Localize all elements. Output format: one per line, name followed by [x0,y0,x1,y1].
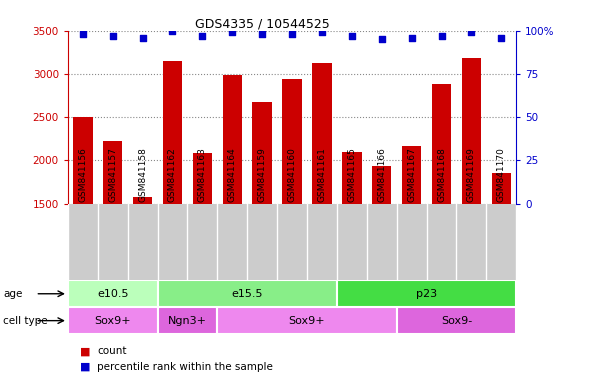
Text: GDS4335 / 10544525: GDS4335 / 10544525 [195,17,330,30]
Bar [158,307,217,334]
Point [347,33,356,39]
Bar [103,141,122,333]
Point [198,33,207,39]
Point [437,33,446,39]
Bar [283,79,301,333]
Bar [158,280,337,307]
Text: e10.5: e10.5 [97,289,129,299]
Text: Sox9-: Sox9- [441,316,472,326]
Point [78,31,87,37]
Text: ■: ■ [80,362,90,372]
Point [377,36,386,42]
Bar [372,166,391,333]
Bar [253,103,272,333]
Text: Ngn3+: Ngn3+ [168,316,207,326]
Point [497,35,506,41]
Text: count: count [97,346,127,356]
Bar [73,117,93,333]
Text: cell type: cell type [3,316,48,326]
Bar [193,152,212,333]
Bar [133,197,152,333]
Point [228,30,237,36]
Point [108,33,117,39]
Bar [342,152,362,333]
Text: age: age [3,289,22,299]
Text: Sox9+: Sox9+ [94,316,131,326]
Bar [222,75,242,333]
Bar [68,280,158,307]
Bar [491,173,511,333]
Text: Sox9+: Sox9+ [289,316,325,326]
Text: p23: p23 [416,289,437,299]
Point [407,35,417,41]
Text: percentile rank within the sample: percentile rank within the sample [97,362,273,372]
Bar [163,61,182,333]
Text: e15.5: e15.5 [231,289,263,299]
Text: ■: ■ [80,346,90,356]
Bar [396,307,516,334]
Point [138,35,148,41]
Point [287,31,297,37]
Bar [68,307,158,334]
Bar [462,58,481,333]
Bar [337,280,516,307]
Bar [312,63,332,333]
Point [257,31,267,37]
Point [168,28,177,34]
Point [317,30,327,36]
Bar [402,146,421,333]
Bar [432,84,451,333]
Bar [217,307,396,334]
Point [467,30,476,36]
